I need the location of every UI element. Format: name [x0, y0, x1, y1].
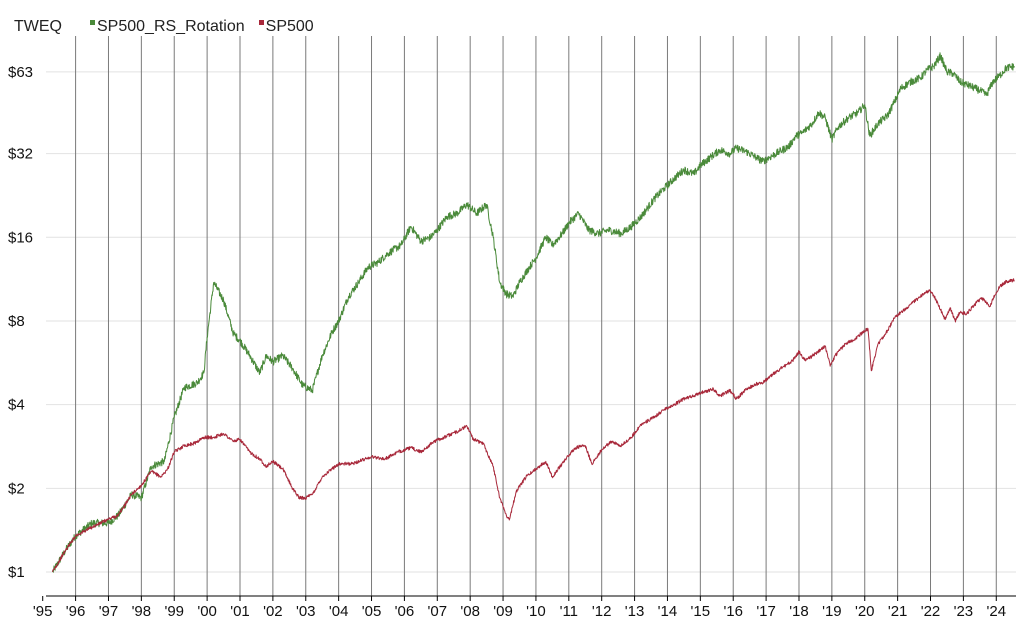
x-tick-label: '05 — [362, 603, 382, 620]
x-tick-label: '99 — [164, 603, 184, 620]
x-tick-label: '18 — [789, 603, 809, 620]
x-tick-label: '02 — [263, 603, 283, 620]
y-tick-label: $1 — [8, 564, 25, 581]
x-tick-label: '19 — [822, 603, 842, 620]
legend-item-rs-rotation[interactable]: SP500_RS_Rotation — [90, 18, 245, 36]
x-axis-ticks — [42, 596, 997, 601]
x-tick-label: '95 — [33, 603, 53, 620]
legend-prefix: TWEQ — [14, 18, 62, 35]
x-tick-label: '16 — [723, 603, 743, 620]
x-tick-label: '12 — [592, 603, 612, 620]
y-tick-label: $63 — [8, 64, 33, 81]
x-axis-tick-labels: '95 '96 '97 '98 '99 '00 '01 '02 '03 '04 '05 '06 '07 '… — [33, 603, 1006, 620]
y-tick-label: $4 — [8, 397, 25, 414]
x-tick-label: '14 — [658, 603, 678, 620]
legend-label-rs-rotation: SP500_RS_Rotation — [97, 18, 245, 35]
legend-swatch-rs-rotation — [90, 19, 95, 25]
x-tick-label: '24 — [986, 603, 1006, 620]
horizontal-gridlines — [46, 71, 1016, 573]
x-tick-label: '08 — [460, 603, 480, 620]
x-tick-label: '23 — [954, 603, 974, 620]
y-tick-label: $32 — [8, 146, 33, 163]
x-tick-label: '13 — [625, 603, 645, 620]
x-tick-label: '15 — [691, 603, 711, 620]
series-line-sp500 — [52, 278, 1015, 573]
y-axis-tick-labels: $1 $2 $4 $8 $16 $32 $63 — [8, 64, 33, 581]
vertical-gridlines — [75, 36, 997, 596]
x-tick-label: '06 — [395, 603, 415, 620]
x-tick-label: '04 — [329, 603, 349, 620]
legend-label-sp500: SP500 — [265, 18, 314, 35]
x-tick-label: '96 — [66, 603, 86, 620]
x-tick-label: '09 — [493, 603, 513, 620]
x-tick-label: '98 — [132, 603, 152, 620]
x-tick-label: '03 — [296, 603, 316, 620]
x-tick-label: '00 — [197, 603, 217, 620]
x-tick-label: '21 — [888, 603, 908, 620]
x-tick-label: '97 — [99, 603, 119, 620]
x-tick-label: '17 — [756, 603, 776, 620]
x-tick-label: '01 — [230, 603, 250, 620]
x-tick-label: '11 — [560, 603, 578, 620]
x-tick-label: '20 — [855, 603, 875, 620]
legend-item-sp500[interactable]: SP500 — [258, 18, 314, 36]
x-tick-label: '07 — [428, 603, 448, 620]
y-tick-label: $2 — [8, 480, 25, 497]
x-tick-label: '22 — [921, 603, 941, 620]
legend-swatch-sp500 — [258, 19, 264, 25]
series-lines — [52, 52, 1015, 573]
y-tick-label: $16 — [8, 229, 33, 246]
y-tick-label: $8 — [8, 313, 25, 330]
legend: TWEQ SP500_RS_Rotation SP500 — [14, 16, 314, 38]
series-line-sp500-rs-rotation — [52, 52, 1015, 573]
x-tick-label: '10 — [526, 603, 546, 620]
